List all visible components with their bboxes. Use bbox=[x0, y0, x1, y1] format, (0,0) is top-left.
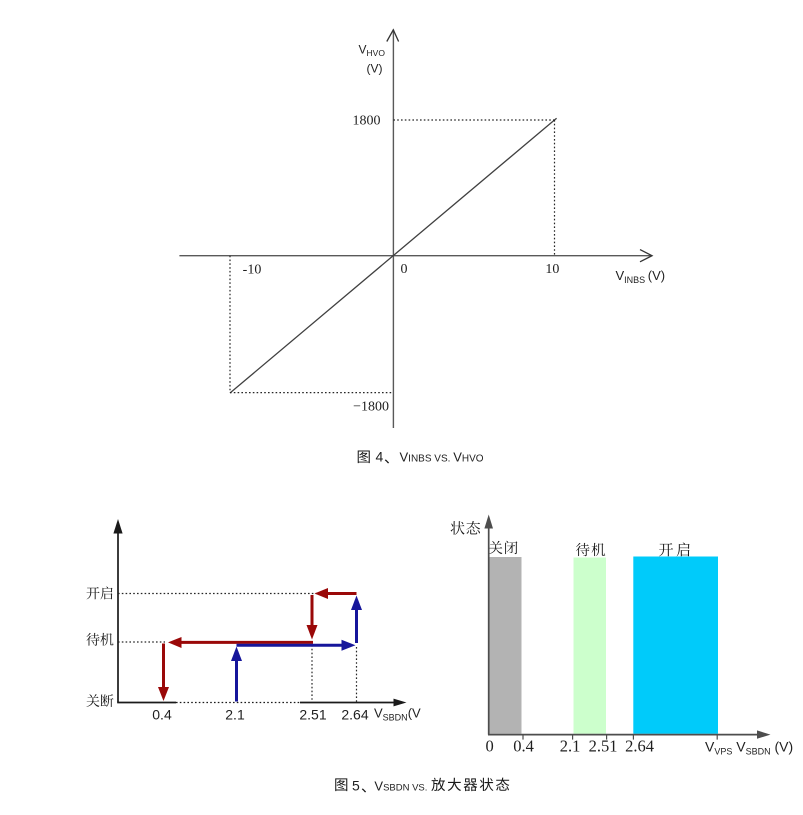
svg-text:4: 4 bbox=[376, 449, 384, 465]
svg-text:0.4: 0.4 bbox=[152, 707, 172, 723]
svg-text:(V): (V) bbox=[367, 62, 383, 76]
svg-text:VSBDN VS.: VSBDN VS. bbox=[374, 779, 427, 794]
svg-text:VSBDN(V: VSBDN(V bbox=[374, 706, 421, 723]
svg-text:0: 0 bbox=[401, 262, 408, 277]
svg-text:2.51: 2.51 bbox=[589, 737, 618, 756]
svg-text:VINBS (V): VINBS (V) bbox=[616, 268, 666, 285]
svg-text:2.1: 2.1 bbox=[560, 737, 581, 756]
svg-text:1800: 1800 bbox=[353, 113, 381, 128]
svg-text:10: 10 bbox=[545, 262, 559, 277]
svg-text:2.64: 2.64 bbox=[341, 707, 368, 723]
svg-text:0: 0 bbox=[485, 737, 493, 756]
svg-text:2.51: 2.51 bbox=[299, 707, 326, 723]
svg-text:5: 5 bbox=[352, 778, 360, 794]
svg-text:0.4: 0.4 bbox=[513, 737, 534, 756]
svg-text:VINBS VS. VHVO: VINBS VS. VHVO bbox=[400, 450, 484, 465]
svg-text:VVPS VSBDN (V): VVPS VSBDN (V) bbox=[705, 739, 793, 757]
svg-text:-10: -10 bbox=[243, 263, 262, 278]
svg-text:−1800: −1800 bbox=[353, 400, 389, 415]
svg-text:2.64: 2.64 bbox=[625, 737, 654, 756]
svg-text:2.1: 2.1 bbox=[225, 707, 245, 723]
svg-text:VHVO: VHVO bbox=[359, 43, 386, 59]
